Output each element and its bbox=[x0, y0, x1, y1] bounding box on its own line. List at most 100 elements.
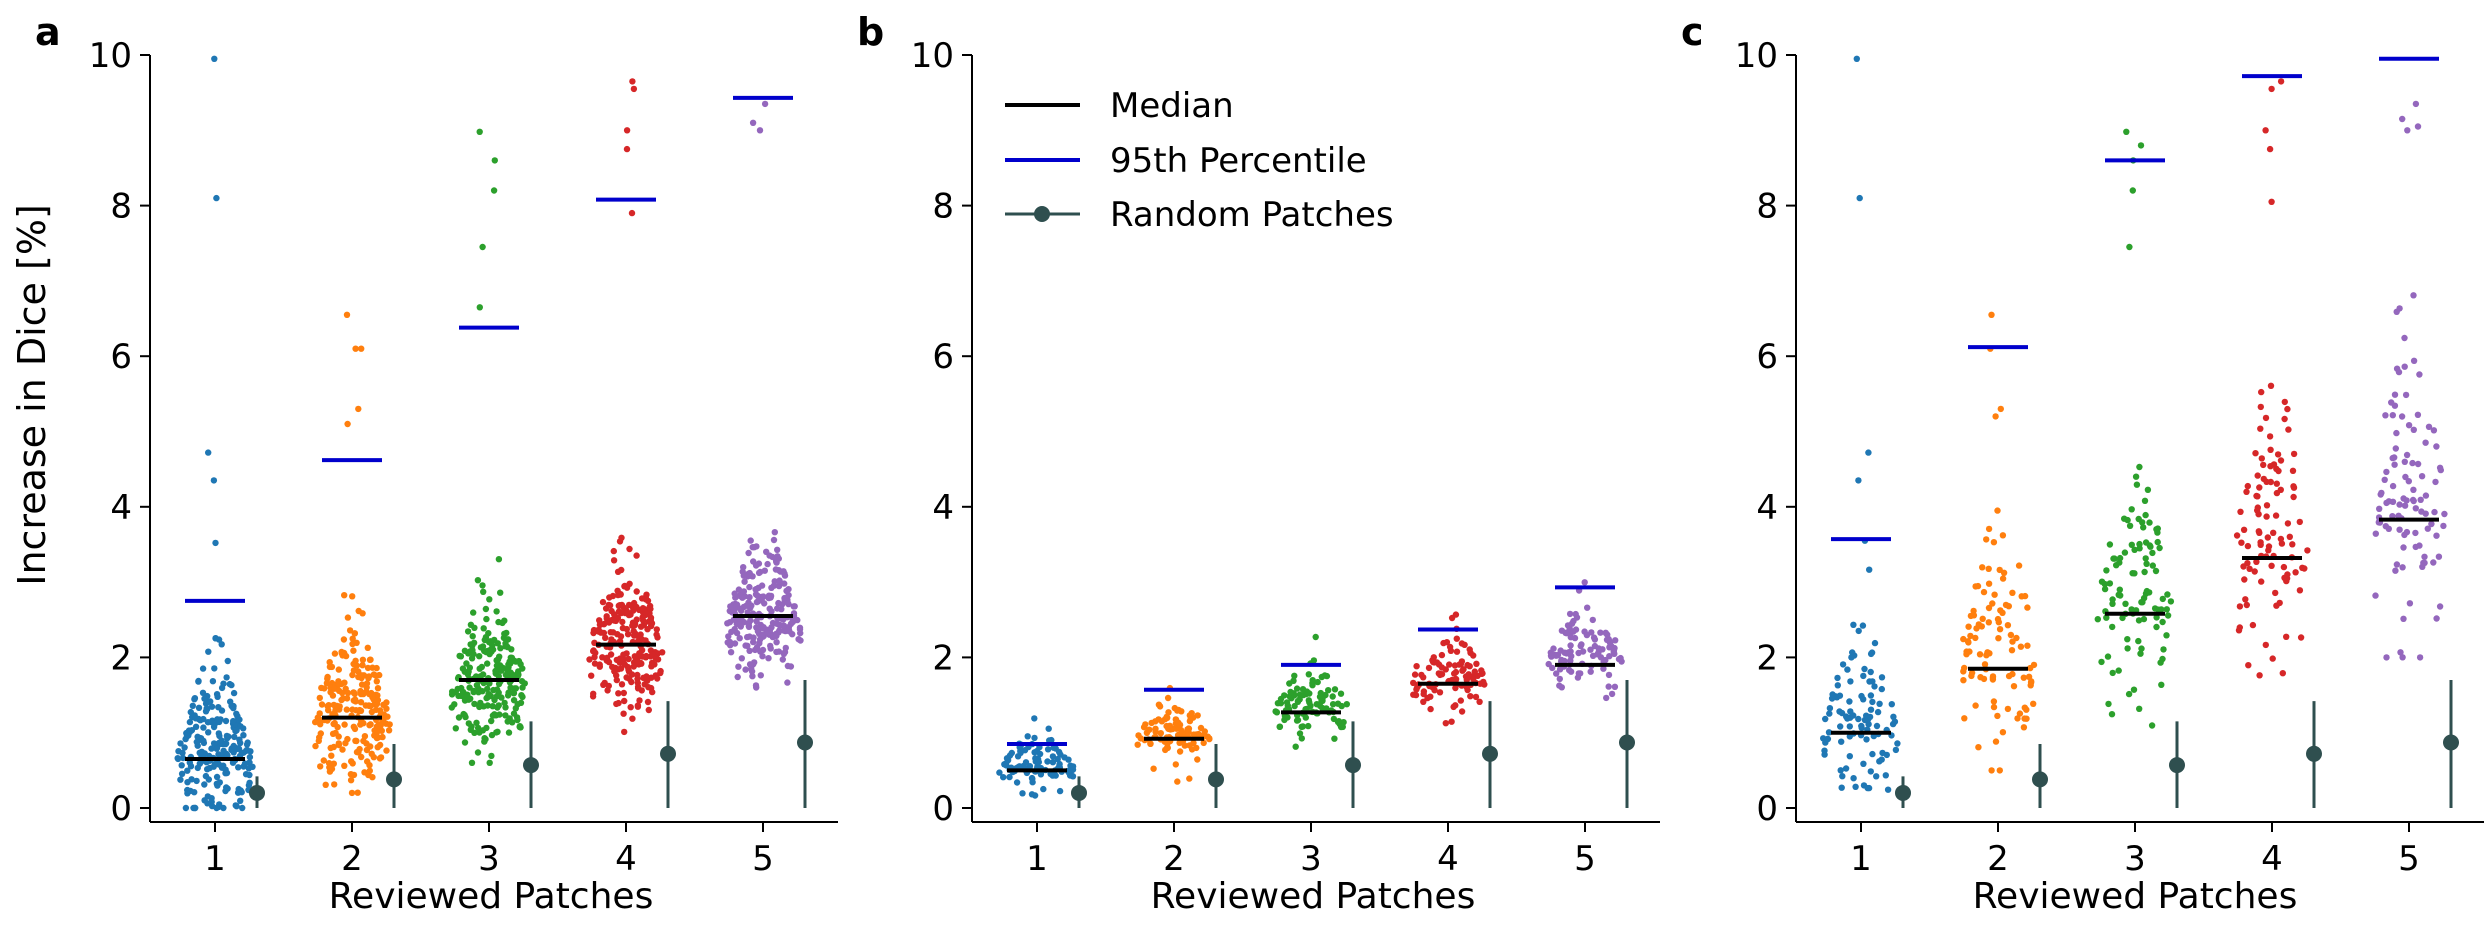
data-point bbox=[2122, 600, 2129, 607]
data-point bbox=[1440, 639, 1447, 647]
data-point bbox=[312, 742, 319, 750]
data-point bbox=[1578, 641, 1585, 648]
data-point bbox=[1871, 683, 1878, 690]
data-point bbox=[760, 624, 767, 631]
data-point bbox=[2397, 649, 2404, 656]
data-point bbox=[1448, 718, 1455, 725]
data-point bbox=[1866, 713, 1874, 721]
data-point bbox=[764, 560, 771, 568]
data-point bbox=[1164, 694, 1172, 702]
data-point bbox=[1157, 730, 1165, 737]
data-point bbox=[231, 733, 238, 741]
data-point bbox=[499, 619, 506, 627]
data-point bbox=[1996, 626, 2004, 633]
data-point bbox=[2126, 243, 2133, 251]
data-point bbox=[204, 800, 211, 807]
data-point bbox=[1312, 633, 1319, 641]
data-point bbox=[1550, 645, 1557, 652]
data-point bbox=[330, 743, 337, 751]
data-point bbox=[654, 675, 661, 682]
data-point bbox=[1473, 660, 1480, 667]
data-point bbox=[1846, 733, 1854, 740]
data-point bbox=[374, 728, 381, 735]
data-point bbox=[1985, 565, 1992, 572]
data-point bbox=[1458, 658, 1466, 665]
data-point bbox=[2292, 569, 2299, 576]
data-point bbox=[742, 642, 749, 649]
data-point bbox=[2400, 615, 2407, 622]
data-point bbox=[1961, 715, 1968, 722]
data-point bbox=[1061, 754, 1068, 761]
legend-median-label: Median bbox=[1110, 86, 1234, 126]
data-point bbox=[2133, 481, 2141, 488]
data-point bbox=[2392, 567, 2399, 574]
data-point bbox=[614, 631, 621, 638]
data-point bbox=[1158, 718, 1166, 725]
data-point bbox=[641, 681, 648, 688]
data-point bbox=[177, 740, 184, 747]
data-point bbox=[341, 762, 348, 769]
data-point bbox=[620, 651, 627, 658]
data-point bbox=[328, 663, 336, 671]
random-patch-marker bbox=[660, 745, 676, 762]
data-point bbox=[199, 665, 207, 672]
data-point bbox=[2372, 592, 2379, 599]
data-point bbox=[1561, 649, 1568, 656]
data-point bbox=[1556, 682, 1563, 689]
data-point bbox=[2256, 484, 2263, 491]
data-point bbox=[2140, 524, 2147, 531]
data-point bbox=[448, 704, 455, 711]
data-point bbox=[1852, 783, 1859, 790]
data-point bbox=[2405, 422, 2413, 429]
x-tick-label: 1 bbox=[1026, 839, 1048, 879]
data-point bbox=[2401, 502, 2409, 509]
data-point bbox=[482, 605, 490, 613]
data-point bbox=[2257, 541, 2264, 548]
data-point bbox=[2030, 700, 2037, 707]
data-point bbox=[2266, 433, 2274, 440]
data-point bbox=[1425, 664, 1433, 672]
data-point bbox=[601, 620, 608, 628]
data-point bbox=[2131, 546, 2138, 553]
data-point bbox=[647, 614, 655, 621]
data-point bbox=[757, 672, 764, 679]
x-tick-label: 5 bbox=[2398, 839, 2420, 879]
data-point bbox=[376, 707, 384, 714]
data-point bbox=[724, 620, 731, 627]
data-point bbox=[1016, 763, 1023, 770]
data-point bbox=[349, 760, 356, 767]
data-point bbox=[1420, 674, 1427, 681]
data-point bbox=[1134, 741, 1141, 748]
data-point bbox=[620, 710, 627, 717]
data-point bbox=[1960, 635, 1967, 643]
y-tick-label: 10 bbox=[89, 36, 132, 76]
data-point bbox=[352, 345, 359, 352]
data-point bbox=[1838, 709, 1846, 717]
data-point bbox=[508, 646, 515, 653]
data-point bbox=[2383, 654, 2390, 661]
data-point bbox=[1044, 758, 1051, 765]
data-point bbox=[2158, 606, 2165, 613]
data-point bbox=[341, 592, 348, 599]
data-point bbox=[1478, 667, 1485, 674]
data-point bbox=[1882, 772, 1890, 779]
data-point bbox=[746, 661, 754, 668]
data-point bbox=[367, 721, 374, 728]
data-point bbox=[636, 697, 643, 704]
data-point bbox=[353, 737, 360, 745]
data-point bbox=[505, 689, 512, 696]
y-tick-label: 0 bbox=[110, 789, 132, 829]
data-point bbox=[385, 727, 393, 734]
data-point bbox=[243, 741, 251, 748]
data-point bbox=[775, 648, 783, 655]
data-point bbox=[633, 552, 640, 559]
data-point bbox=[1446, 643, 1454, 651]
data-point bbox=[644, 698, 652, 706]
data-point bbox=[1427, 705, 1434, 713]
random-patch-marker bbox=[2443, 734, 2459, 751]
data-point bbox=[192, 715, 199, 722]
data-point bbox=[2141, 497, 2149, 504]
data-point bbox=[1006, 752, 1014, 759]
data-point bbox=[359, 662, 366, 669]
x-tick-label: 5 bbox=[752, 839, 774, 879]
